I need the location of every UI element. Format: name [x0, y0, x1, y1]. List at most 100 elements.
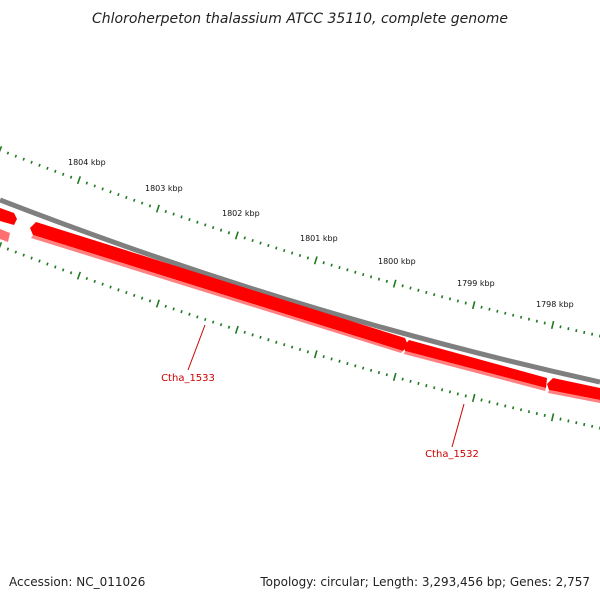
major-tick [392, 279, 397, 288]
minor-tick [69, 271, 73, 275]
gene-labels: Ctha_1533 Ctha_1532 [161, 324, 479, 460]
minor-tick [385, 279, 388, 283]
minor-tick [306, 350, 310, 354]
minor-tick [243, 236, 246, 240]
minor-tick [164, 209, 167, 213]
minor-tick [488, 400, 491, 404]
minor-tick [283, 248, 286, 253]
map-title: Chloroherpeton thalassium ATCC 35110, co… [92, 11, 508, 27]
gene-label-ctha-1532[interactable]: Ctha_1532 [425, 449, 479, 460]
minor-tick [46, 262, 49, 266]
minor-tick [14, 250, 18, 254]
minor-tick [275, 246, 278, 250]
minor-tick [259, 335, 262, 339]
gene-label-ctha-1533[interactable]: Ctha_1533 [161, 373, 215, 384]
gene-arrow-right-partial[interactable] [547, 378, 600, 400]
minor-tick [125, 291, 128, 295]
minor-tick [567, 327, 570, 331]
minor-tick [290, 345, 294, 349]
minor-tick [61, 172, 65, 176]
minor-tick [567, 419, 570, 423]
gene-arrow-ctha-1533-shadow [31, 235, 403, 353]
minor-tick [93, 184, 96, 188]
major-tick [471, 301, 476, 310]
gene-track [0, 208, 600, 403]
minor-tick [362, 272, 365, 277]
minor-tick [322, 355, 325, 359]
minor-tick [85, 276, 89, 281]
minor-tick [496, 402, 499, 406]
minor-tick [512, 313, 515, 317]
minor-tick [543, 413, 546, 418]
genome-backbone [0, 197, 600, 385]
ruler-label: 1803 kbp [145, 184, 183, 193]
minor-tick [93, 279, 96, 283]
minor-tick [109, 285, 112, 289]
minor-tick [172, 307, 175, 311]
minor-tick [535, 319, 538, 323]
minor-tick [543, 321, 546, 325]
minor-tick [30, 160, 33, 164]
gene-arrow-ctha-1533[interactable] [30, 222, 408, 351]
minor-tick [219, 228, 223, 232]
major-tick [76, 271, 82, 280]
minor-tick [227, 231, 231, 235]
minor-tick [132, 293, 136, 297]
minor-tick [259, 241, 262, 245]
minor-tick [385, 373, 388, 377]
minor-tick [117, 288, 120, 292]
minor-tick [440, 388, 444, 392]
minor-tick [267, 243, 270, 248]
major-tick [313, 256, 318, 265]
minor-tick [164, 304, 167, 308]
minor-tick [440, 295, 444, 299]
minor-tick [196, 220, 199, 224]
minor-tick [204, 317, 207, 322]
minor-tick [377, 370, 381, 375]
minor-tick [180, 215, 183, 219]
minor-tick [591, 424, 594, 428]
minor-tick [409, 379, 412, 383]
gene-arrow-partial[interactable] [0, 208, 17, 225]
minor-tick [591, 332, 594, 336]
minor-tick [14, 154, 18, 158]
minor-tick [109, 190, 112, 194]
minor-tick [132, 198, 136, 202]
gene-label-leader [187, 324, 206, 371]
ruler-labels: 1804 kbp 1803 kbp 1802 kbp 1801 kbp 1800… [68, 158, 574, 309]
minor-tick [369, 275, 373, 279]
minor-tick [275, 340, 278, 344]
minor-tick [535, 411, 538, 416]
minor-tick [188, 312, 191, 316]
minor-tick [464, 301, 467, 305]
minor-tick [362, 366, 365, 370]
minor-tick [188, 217, 191, 222]
minor-tick [527, 410, 531, 414]
minor-tick [46, 166, 49, 170]
major-tick [313, 350, 318, 359]
minor-tick [243, 330, 246, 334]
minor-tick [267, 338, 270, 342]
ruler-label: 1800 kbp [378, 257, 416, 266]
accession-text: Accession: NC_011026 [9, 575, 145, 589]
minor-tick [377, 277, 381, 281]
minor-tick [496, 309, 499, 313]
minor-tick [583, 422, 586, 427]
minor-tick [290, 251, 294, 255]
minor-tick [22, 253, 25, 257]
ruler-label: 1802 kbp [222, 209, 260, 218]
minor-tick [512, 406, 515, 410]
minor-tick [527, 317, 531, 321]
minor-tick [425, 290, 428, 295]
minor-tick [354, 364, 357, 368]
minor-tick [401, 377, 404, 381]
major-tick [392, 372, 397, 382]
minor-tick [306, 256, 310, 260]
gene-arrow-ctha-1532[interactable] [404, 340, 547, 388]
minor-tick [354, 270, 357, 274]
minor-tick [346, 361, 349, 366]
major-tick [471, 393, 476, 403]
minor-tick [38, 163, 41, 167]
minor-tick [61, 268, 65, 272]
minor-tick [298, 253, 302, 258]
